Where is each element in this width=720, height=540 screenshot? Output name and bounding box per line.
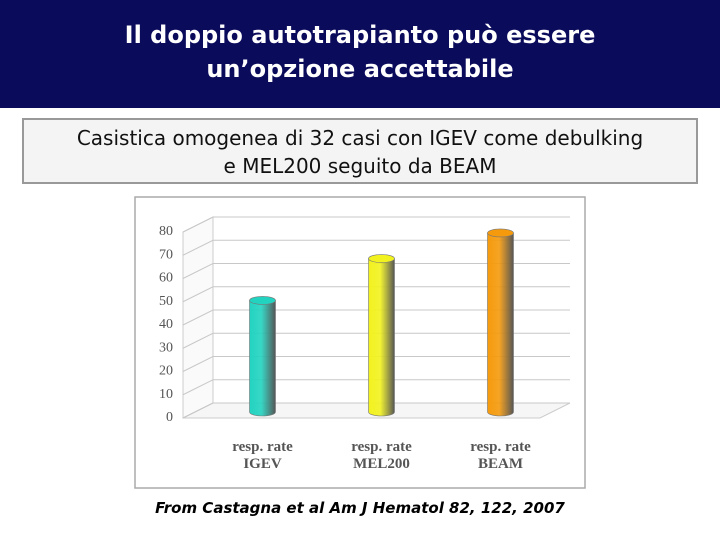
y-tick-label: 70 — [159, 247, 173, 262]
bar-top — [487, 228, 514, 238]
x-tick-label: resp. rate BEAM — [470, 439, 531, 472]
grid-line — [182, 379, 570, 396]
bar — [368, 258, 395, 417]
y-tick-label: 50 — [159, 294, 173, 309]
y-tick-label: 60 — [159, 271, 173, 286]
header: Il doppio autotrapianto può essere un’op… — [0, 0, 720, 108]
y-tick-label: 10 — [159, 387, 173, 402]
grid-line — [182, 332, 570, 349]
y-tick-label: 30 — [159, 340, 173, 355]
grid-line — [182, 263, 570, 279]
bar — [487, 232, 514, 417]
x-tick-label: resp. rate IGEV — [232, 439, 293, 472]
bar-top — [249, 296, 276, 305]
y-tick-label: 40 — [159, 317, 173, 332]
title-line: Il doppio autotrapianto può essere — [124, 21, 596, 49]
grid-line — [182, 286, 570, 303]
grid-line — [182, 356, 570, 372]
subtitle-box: Casistica omogenea di 32 casi con IGEV c… — [22, 118, 698, 184]
grid-line — [182, 402, 570, 419]
bar — [249, 300, 276, 417]
bar-top — [368, 254, 395, 263]
grid-line — [182, 216, 570, 233]
subtitle-line: Casistica omogenea di 32 casi con IGEV c… — [76, 126, 644, 150]
x-tick-label: resp. rate MEL200 — [351, 439, 412, 472]
subtitle-line: e MEL200 seguito da BEAM — [223, 154, 497, 178]
citation: From Castagna et al Am J Hematol 82, 122… — [155, 499, 565, 517]
y-tick-label: 20 — [159, 364, 173, 379]
grid-line — [182, 239, 570, 256]
y-tick-label: 0 — [166, 410, 173, 425]
y-tick-label: 80 — [159, 224, 173, 239]
grid-line — [182, 309, 570, 326]
title-line: un’opzione accettabile — [206, 55, 514, 83]
